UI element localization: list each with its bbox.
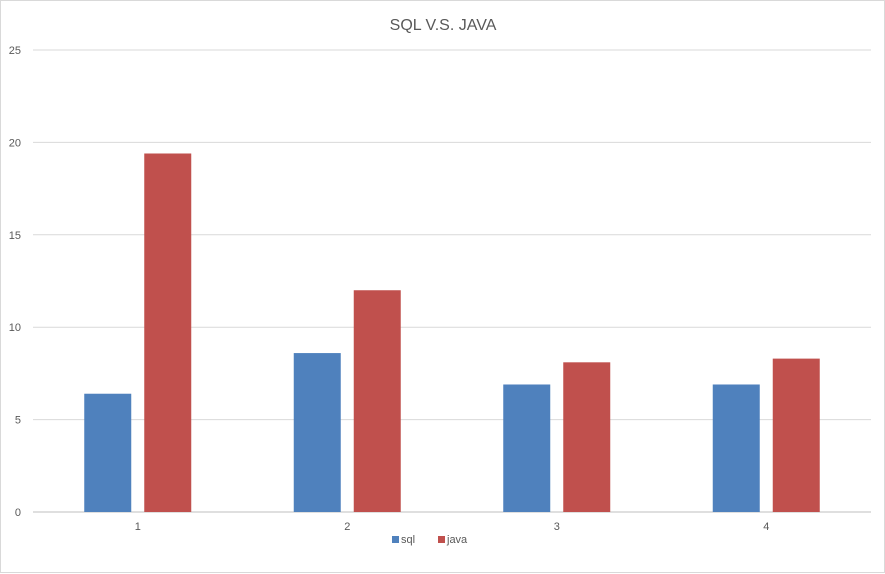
legend-label-java: java xyxy=(446,534,468,546)
legend-swatch-java xyxy=(438,536,445,543)
y-tick-label: 15 xyxy=(9,230,21,242)
bar-java-4 xyxy=(772,358,820,512)
x-tick-label: 4 xyxy=(763,521,769,533)
bar-sql-3 xyxy=(503,384,551,512)
chart-title: SQL V.S. JAVA xyxy=(390,17,497,34)
legend-label-sql: sql xyxy=(401,534,415,546)
y-tick-label: 20 xyxy=(9,137,21,149)
x-tick-label: 2 xyxy=(344,521,350,533)
y-tick-label: 25 xyxy=(9,45,21,57)
bar-sql-1 xyxy=(84,393,132,512)
y-tick-label: 0 xyxy=(15,507,21,519)
y-tick-label: 5 xyxy=(15,415,21,427)
y-tick-label: 10 xyxy=(9,322,21,334)
bar-sql-4 xyxy=(712,384,760,512)
bar-java-3 xyxy=(563,362,611,512)
x-tick-label: 1 xyxy=(135,521,141,533)
bar-java-2 xyxy=(353,290,401,512)
bars xyxy=(84,153,820,512)
x-tick-label: 3 xyxy=(554,521,560,533)
y-axis-ticks: 0 5 10 15 20 25 xyxy=(9,45,21,519)
legend-swatch-sql xyxy=(392,536,399,543)
legend: sql java xyxy=(392,534,468,546)
x-axis-ticks: 1 2 3 4 xyxy=(135,521,770,533)
bar-sql-2 xyxy=(293,353,341,512)
bar-java-1 xyxy=(144,153,192,512)
